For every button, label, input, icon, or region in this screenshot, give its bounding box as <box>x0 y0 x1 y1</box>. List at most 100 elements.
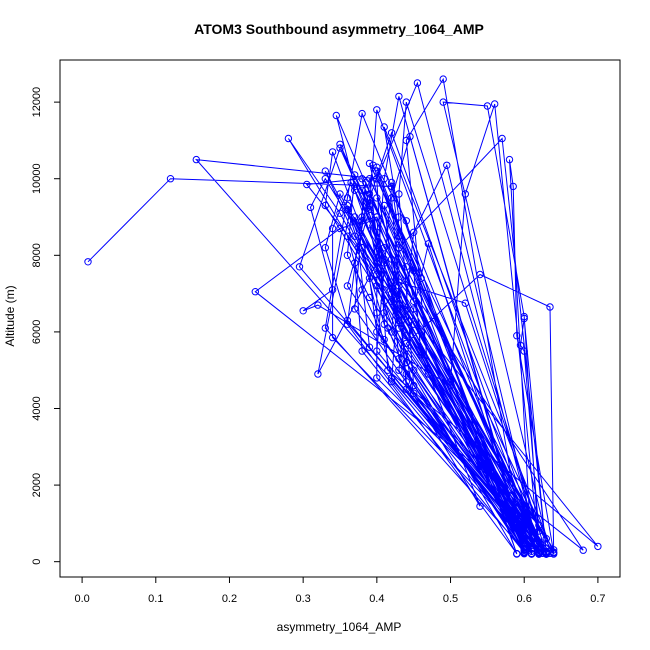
data-point <box>351 213 359 221</box>
data-point <box>321 167 329 175</box>
data-point <box>343 194 352 202</box>
data-point <box>321 201 329 210</box>
data-point <box>410 389 418 397</box>
data-point <box>402 98 410 106</box>
data-point <box>328 148 337 156</box>
x-tick-label: 0.6 <box>517 593 532 605</box>
data-point <box>365 159 374 168</box>
data-point <box>387 178 396 187</box>
data-point <box>380 175 388 183</box>
data-point <box>446 378 455 386</box>
data-point <box>343 205 352 214</box>
data-point <box>166 175 175 183</box>
data-point <box>299 307 307 315</box>
data-point <box>369 161 377 170</box>
data-point <box>461 299 469 307</box>
data-point <box>321 244 329 252</box>
data-point <box>336 190 344 198</box>
data-point <box>395 324 403 332</box>
y-tick-label: 6000 <box>31 320 43 344</box>
data-point <box>306 203 315 212</box>
data-point <box>373 374 381 382</box>
data-point <box>373 213 381 221</box>
data-point <box>402 332 410 340</box>
data-point <box>424 240 433 248</box>
data-point <box>328 224 337 233</box>
data-point <box>550 546 558 554</box>
data-point <box>461 190 469 198</box>
data-point <box>321 324 329 332</box>
data-point <box>395 278 403 286</box>
data-point <box>395 213 403 221</box>
data-point <box>251 288 260 296</box>
data-point <box>380 244 388 252</box>
data-point <box>84 258 92 266</box>
data-point <box>417 274 425 282</box>
data-point <box>365 274 374 282</box>
data-point <box>314 370 322 378</box>
data-point <box>373 347 381 355</box>
data-point <box>384 324 392 332</box>
data-point <box>336 209 344 217</box>
data-point <box>550 548 558 556</box>
data-point <box>336 140 344 149</box>
data-point <box>542 548 550 556</box>
data-point <box>387 129 396 137</box>
x-tick-label: 0.2 <box>222 593 237 605</box>
data-point <box>520 312 528 321</box>
data-point <box>358 347 366 355</box>
data-point <box>410 381 418 390</box>
data-point <box>395 282 403 290</box>
data-point <box>351 259 359 267</box>
data-point <box>380 297 388 305</box>
data-point <box>498 134 506 143</box>
data-point <box>343 201 352 210</box>
data-point <box>358 244 366 252</box>
data-point <box>358 109 366 118</box>
chart-title: ATOM3 Southbound asymmetry_1064_AMP <box>194 21 484 37</box>
plot-area <box>59 59 621 578</box>
data-point <box>365 175 374 183</box>
x-tick-label: 0.3 <box>296 593 311 605</box>
data-point <box>373 282 381 290</box>
x-tick-label: 0.5 <box>443 593 458 605</box>
data-point <box>387 278 396 286</box>
data-point <box>520 545 528 554</box>
data-point <box>439 98 447 106</box>
data-point <box>516 341 525 349</box>
data-point <box>373 228 381 237</box>
data-point <box>410 228 418 237</box>
data-point <box>351 305 359 313</box>
data-point <box>380 309 388 317</box>
data-point <box>284 134 293 143</box>
data-point <box>546 303 554 311</box>
data-point <box>520 549 528 557</box>
data-point <box>527 547 536 555</box>
data-point <box>395 355 403 363</box>
data-point <box>410 305 418 313</box>
data-point <box>395 232 403 240</box>
data-point <box>373 167 381 175</box>
data-point <box>579 546 587 554</box>
data-point <box>402 339 410 348</box>
data-point <box>365 343 374 351</box>
data-point <box>395 366 403 374</box>
data-point <box>402 312 410 321</box>
data-point <box>513 550 521 558</box>
x-tick-label: 0.1 <box>148 593 163 605</box>
data-point <box>365 190 374 198</box>
data-point <box>365 221 374 229</box>
data-point <box>303 180 311 189</box>
data-point <box>535 527 543 535</box>
data-point <box>402 358 410 367</box>
data-point <box>192 155 201 164</box>
y-tick-label: 2000 <box>31 473 43 497</box>
data-point <box>380 123 388 131</box>
data-point <box>373 194 381 202</box>
data-point <box>380 286 388 294</box>
data-point <box>380 259 388 267</box>
y-axis-label: Altitude (m) <box>3 285 17 346</box>
data-point <box>395 301 403 309</box>
data-point <box>343 282 352 290</box>
